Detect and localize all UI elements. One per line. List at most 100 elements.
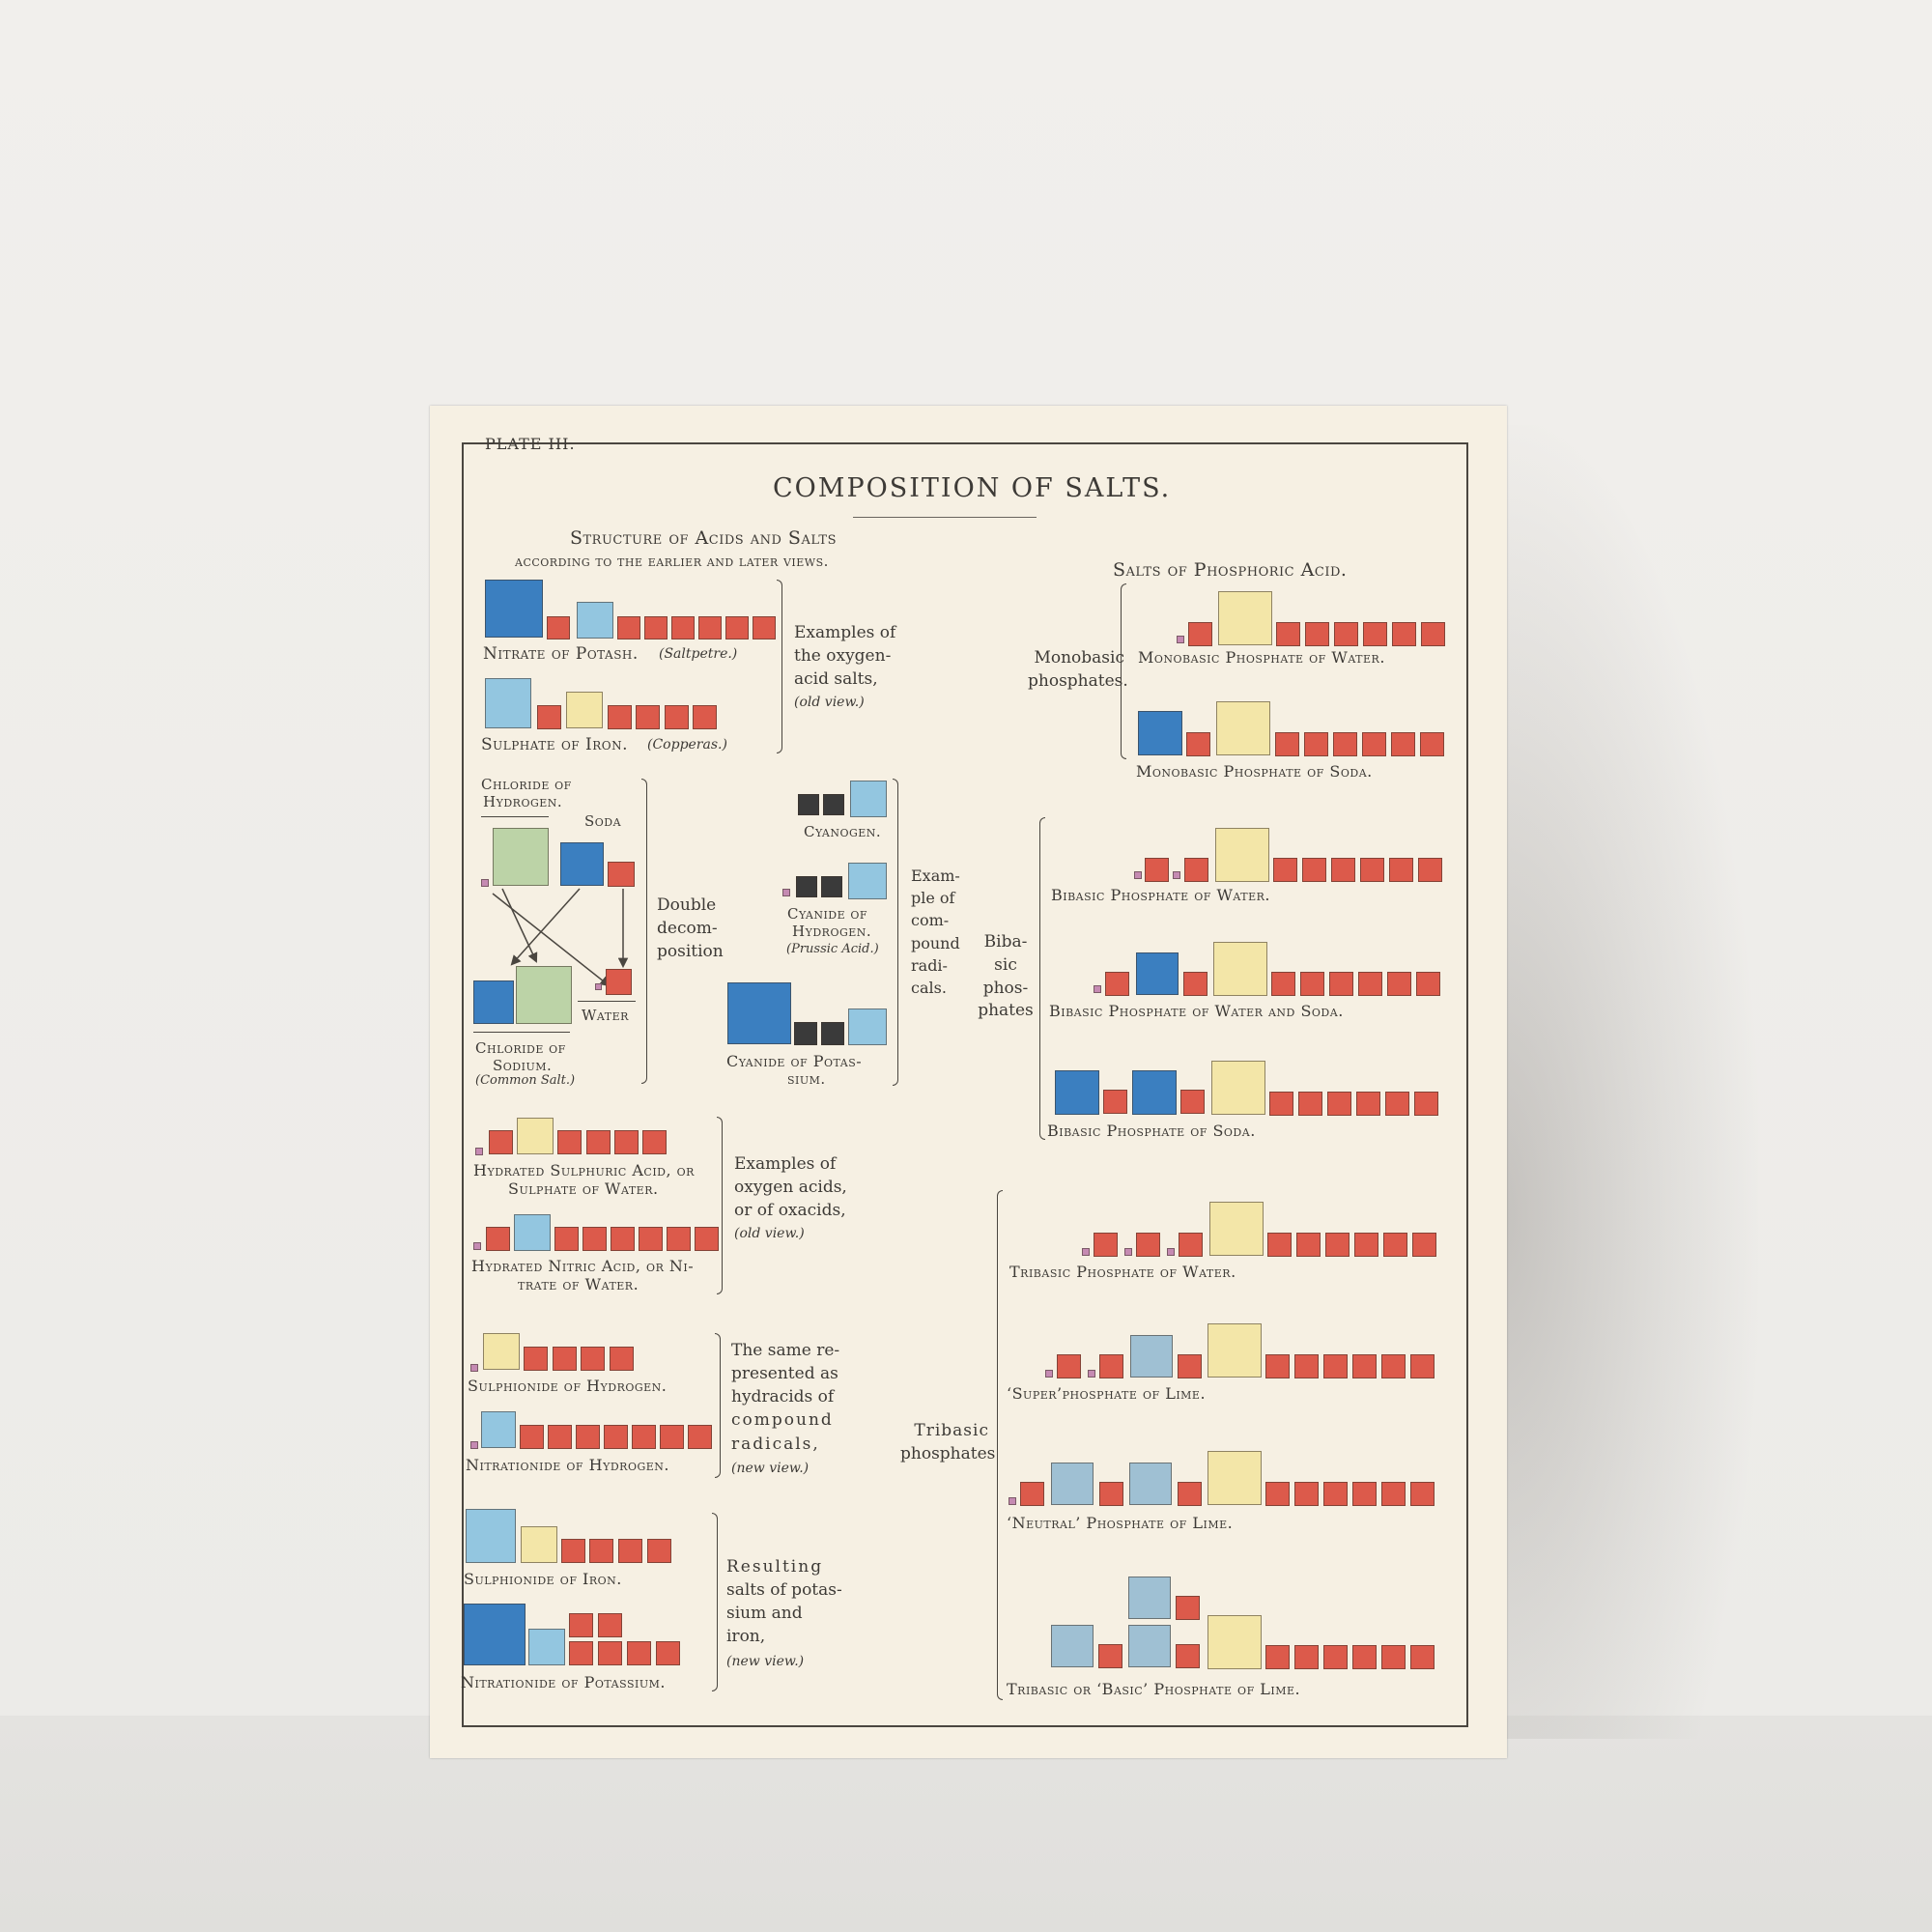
block [1305,622,1329,646]
note-line: radicals, [731,1434,820,1454]
block [1323,1482,1348,1506]
left-header-line1: Structure of Acids and Salts [570,527,837,549]
block [753,616,776,639]
block [606,969,632,995]
block [1094,985,1101,993]
block [647,1539,671,1563]
label-chloride-sodium-1: Chloride of [475,1039,566,1057]
block [1209,1202,1264,1256]
block [1051,1463,1094,1505]
note-line: phosphates [900,1443,996,1463]
block [576,1425,600,1449]
label-hydrated-nitric-1: Hydrated Nitric Acid, or Ni- [471,1257,695,1275]
block [1136,1233,1160,1257]
block [1387,972,1411,996]
block [1294,1354,1319,1378]
block [796,876,817,897]
block [1009,1497,1016,1505]
block [473,980,514,1024]
block [485,678,531,728]
block [617,616,640,639]
block [493,828,549,886]
block [1213,942,1267,996]
block [1094,1233,1118,1257]
block [698,616,722,639]
block [1265,1354,1290,1378]
block [569,1613,593,1637]
block [1327,1092,1351,1116]
label-hydrated-nitric-2: trate of Water. [518,1275,639,1293]
brace [777,580,782,753]
note-line: cals. [911,978,947,997]
block [569,1641,593,1665]
note-line: acid salts, [794,668,878,689]
note-line: salts of potas- [726,1580,842,1601]
compound-radicals-note: Exam- ple of com- pound radi- cals. [911,865,969,999]
note-line: Monobasic [1034,648,1124,668]
block [470,1364,478,1372]
note-line: The same re- [731,1341,840,1360]
block [1167,1248,1175,1256]
resulting-note: Resulting salts of potas- sium and iron,… [726,1555,842,1672]
block [1323,1354,1348,1378]
block [727,982,791,1044]
block [1132,1070,1177,1115]
block [618,1539,642,1563]
block [1304,732,1328,756]
block [627,1641,651,1665]
label-sulphate-of-iron: Sulphate of Iron. [481,735,629,754]
block [1105,972,1129,996]
block [1186,732,1210,756]
block [1294,1482,1319,1506]
block [1421,622,1445,646]
label-bibasic-soda: Bibasic Phosphate of Soda. [1047,1122,1256,1140]
brace [997,1190,1003,1700]
block [1381,1482,1406,1506]
block [473,1242,481,1250]
note-line: hydracids of [731,1387,835,1407]
block [693,705,717,729]
block [582,1227,607,1251]
block [557,1130,582,1154]
block [644,616,668,639]
block [639,1227,663,1251]
note-line: (new view.) [726,1649,842,1672]
label-tribasic-water: Tribasic Phosphate of Water. [1009,1263,1236,1281]
page-title: COMPOSITION OF SALTS. [773,473,1172,503]
block [1088,1370,1095,1378]
block [1211,1061,1265,1115]
block [516,966,572,1024]
block [1275,732,1299,756]
label-sulphionide-iron: Sulphionide of Iron. [464,1570,622,1588]
block [794,1022,817,1045]
label-saltpetre: (Saltpetre.) [659,646,738,662]
note-line: compound [731,1410,834,1431]
block [1178,1354,1202,1378]
block [1057,1354,1081,1378]
block [1354,1233,1378,1257]
block [577,602,613,639]
block [485,580,543,638]
block [782,889,790,896]
label-chloride-sodium-2: Sodium. [493,1057,553,1074]
block [1383,1233,1407,1257]
block [1363,622,1387,646]
old-view-label: (old view.) [734,1226,805,1242]
label-cyanide-hydrogen-2: Hydrogen. [792,923,872,940]
block [821,1022,844,1045]
block [1099,1482,1123,1506]
tribasic-note: Tribasic phosphates [900,1420,996,1466]
block [1179,1233,1203,1257]
brace [1121,583,1126,759]
label-soda: Soda [584,812,622,830]
plate-label: PLATE III. [485,435,576,453]
block [1300,972,1324,996]
label-common-salt: (Common Salt.) [475,1073,576,1088]
block [848,863,887,899]
note-line: Resulting [726,1557,824,1577]
oxygen-acids-note: Examples of oxygen acids, or of oxacids,… [734,1153,850,1245]
label-prussic-acid: (Prussic Acid.) [786,942,879,956]
brace [715,1333,721,1478]
block [1184,858,1208,882]
note-line: Exam- [911,867,960,885]
